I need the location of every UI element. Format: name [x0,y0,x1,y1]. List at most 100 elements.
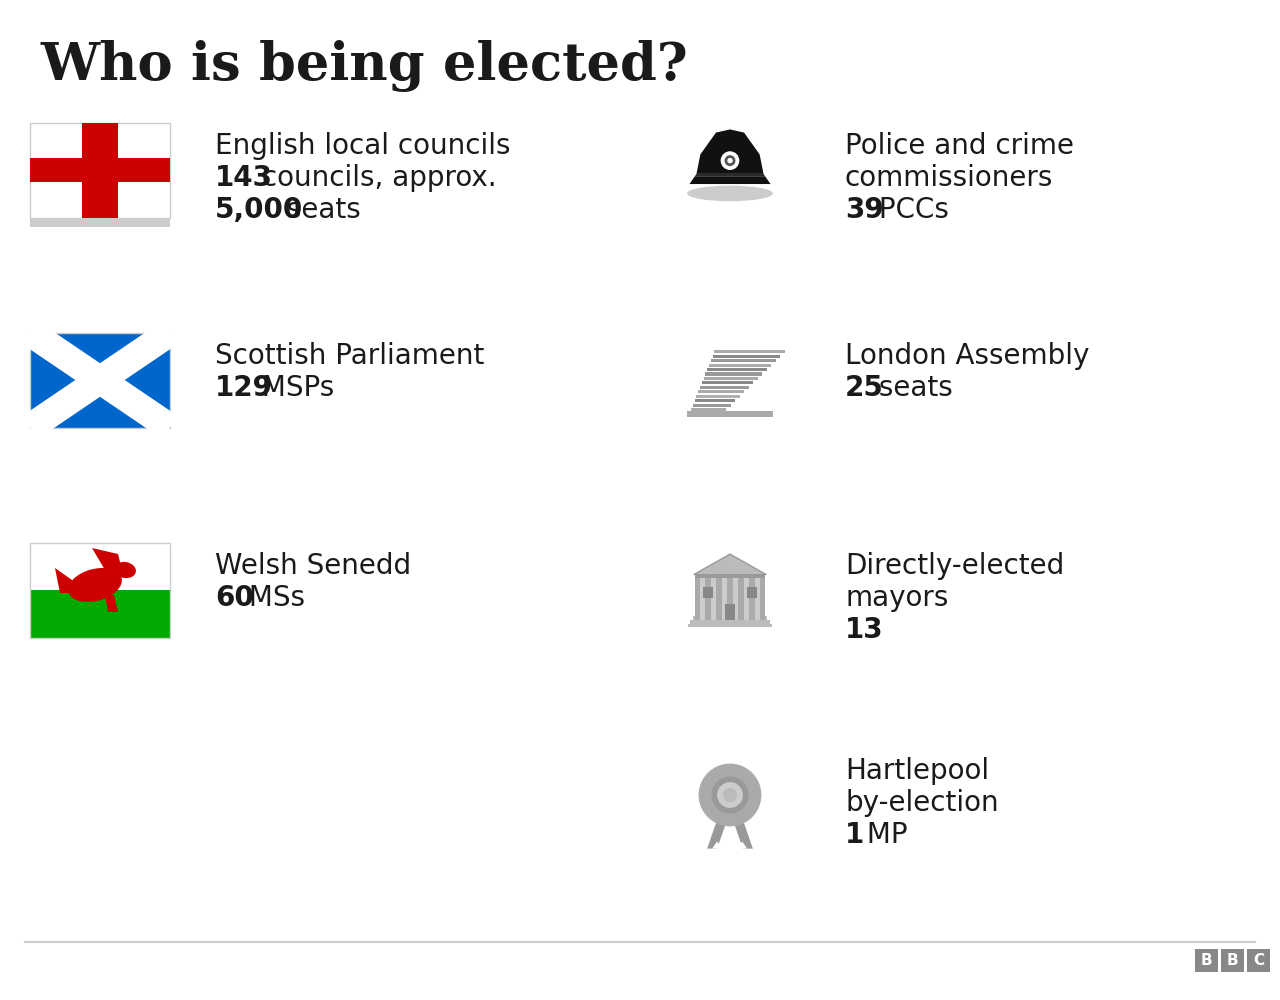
Text: seats: seats [870,374,952,402]
Bar [696,395,740,398]
Ellipse shape [732,797,758,823]
Bar [704,587,713,598]
Text: B: B [1201,953,1212,968]
Ellipse shape [735,789,749,808]
Bar [687,411,773,417]
Bar [29,542,170,638]
Bar [695,574,765,620]
Ellipse shape [719,776,740,789]
Text: 25: 25 [845,374,884,402]
Text: Directly-elected: Directly-elected [845,552,1064,580]
Circle shape [723,788,737,802]
Bar [713,355,780,358]
Bar [82,122,118,218]
Bar [712,578,717,620]
Ellipse shape [699,789,721,818]
Bar [733,578,739,620]
Polygon shape [92,548,122,570]
Ellipse shape [723,804,753,826]
Text: 5,000: 5,000 [215,196,303,224]
Ellipse shape [708,804,736,826]
Ellipse shape [728,797,746,813]
Ellipse shape [714,777,732,793]
Polygon shape [55,568,78,593]
Bar [687,624,772,627]
Polygon shape [105,595,118,612]
Bar [691,408,726,411]
Bar [1196,949,1219,972]
Text: by-election: by-election [845,789,998,817]
Bar [29,332,170,428]
Bar [722,578,727,620]
Text: Welsh Senedd: Welsh Senedd [215,552,411,580]
Polygon shape [696,129,764,174]
Ellipse shape [739,772,760,801]
Text: Hartlepool: Hartlepool [845,757,989,785]
Ellipse shape [714,797,732,813]
Text: seats: seats [278,196,361,224]
Ellipse shape [701,797,727,823]
Circle shape [727,158,732,163]
Bar [704,377,758,380]
Text: Who is being elected?: Who is being elected? [40,40,687,92]
Ellipse shape [735,782,749,801]
Bar [701,381,753,384]
Ellipse shape [708,764,736,786]
Bar [700,578,705,620]
Bar [692,404,731,407]
Bar [748,587,756,598]
Bar [709,364,771,367]
Text: English local councils: English local councils [215,132,511,160]
Text: councils, approx.: councils, approx. [253,164,497,192]
Text: C: C [1253,953,1265,968]
Text: London Assembly: London Assembly [845,342,1089,370]
Ellipse shape [712,789,726,808]
Text: commissioners: commissioners [845,164,1053,192]
Text: mayors: mayors [845,584,948,612]
Text: 13: 13 [845,616,883,644]
Bar [29,590,170,638]
Circle shape [717,782,742,808]
Bar [755,578,760,620]
Bar [695,399,735,402]
Polygon shape [712,841,722,849]
Ellipse shape [687,186,773,201]
Bar [29,218,170,227]
Ellipse shape [732,767,758,793]
Text: MSs: MSs [241,584,305,612]
Bar [700,386,749,389]
Ellipse shape [728,777,746,793]
Bar [705,372,762,376]
Circle shape [721,151,740,170]
Polygon shape [707,806,732,849]
Text: Scottish Parliament: Scottish Parliament [215,342,484,370]
Bar [708,368,767,371]
Polygon shape [695,174,765,176]
Polygon shape [737,841,748,849]
Text: 129: 129 [215,374,273,402]
Bar [1221,949,1244,972]
Bar [744,578,749,620]
Ellipse shape [699,780,718,810]
Ellipse shape [716,806,745,826]
Bar [698,390,744,393]
Ellipse shape [68,568,122,602]
Polygon shape [694,554,765,574]
Ellipse shape [716,764,745,784]
Bar [1247,949,1270,972]
Polygon shape [690,176,771,184]
Ellipse shape [701,767,727,793]
Text: 60: 60 [215,584,253,612]
Text: B: B [1226,953,1238,968]
Ellipse shape [719,801,740,814]
Bar [690,620,769,624]
Ellipse shape [739,789,760,818]
Text: PCCs: PCCs [870,196,948,224]
Ellipse shape [712,782,726,801]
Bar [692,616,768,620]
Bar [724,604,736,620]
Bar [710,359,776,362]
Circle shape [724,155,736,166]
Text: 1: 1 [845,821,864,849]
Ellipse shape [114,562,136,578]
